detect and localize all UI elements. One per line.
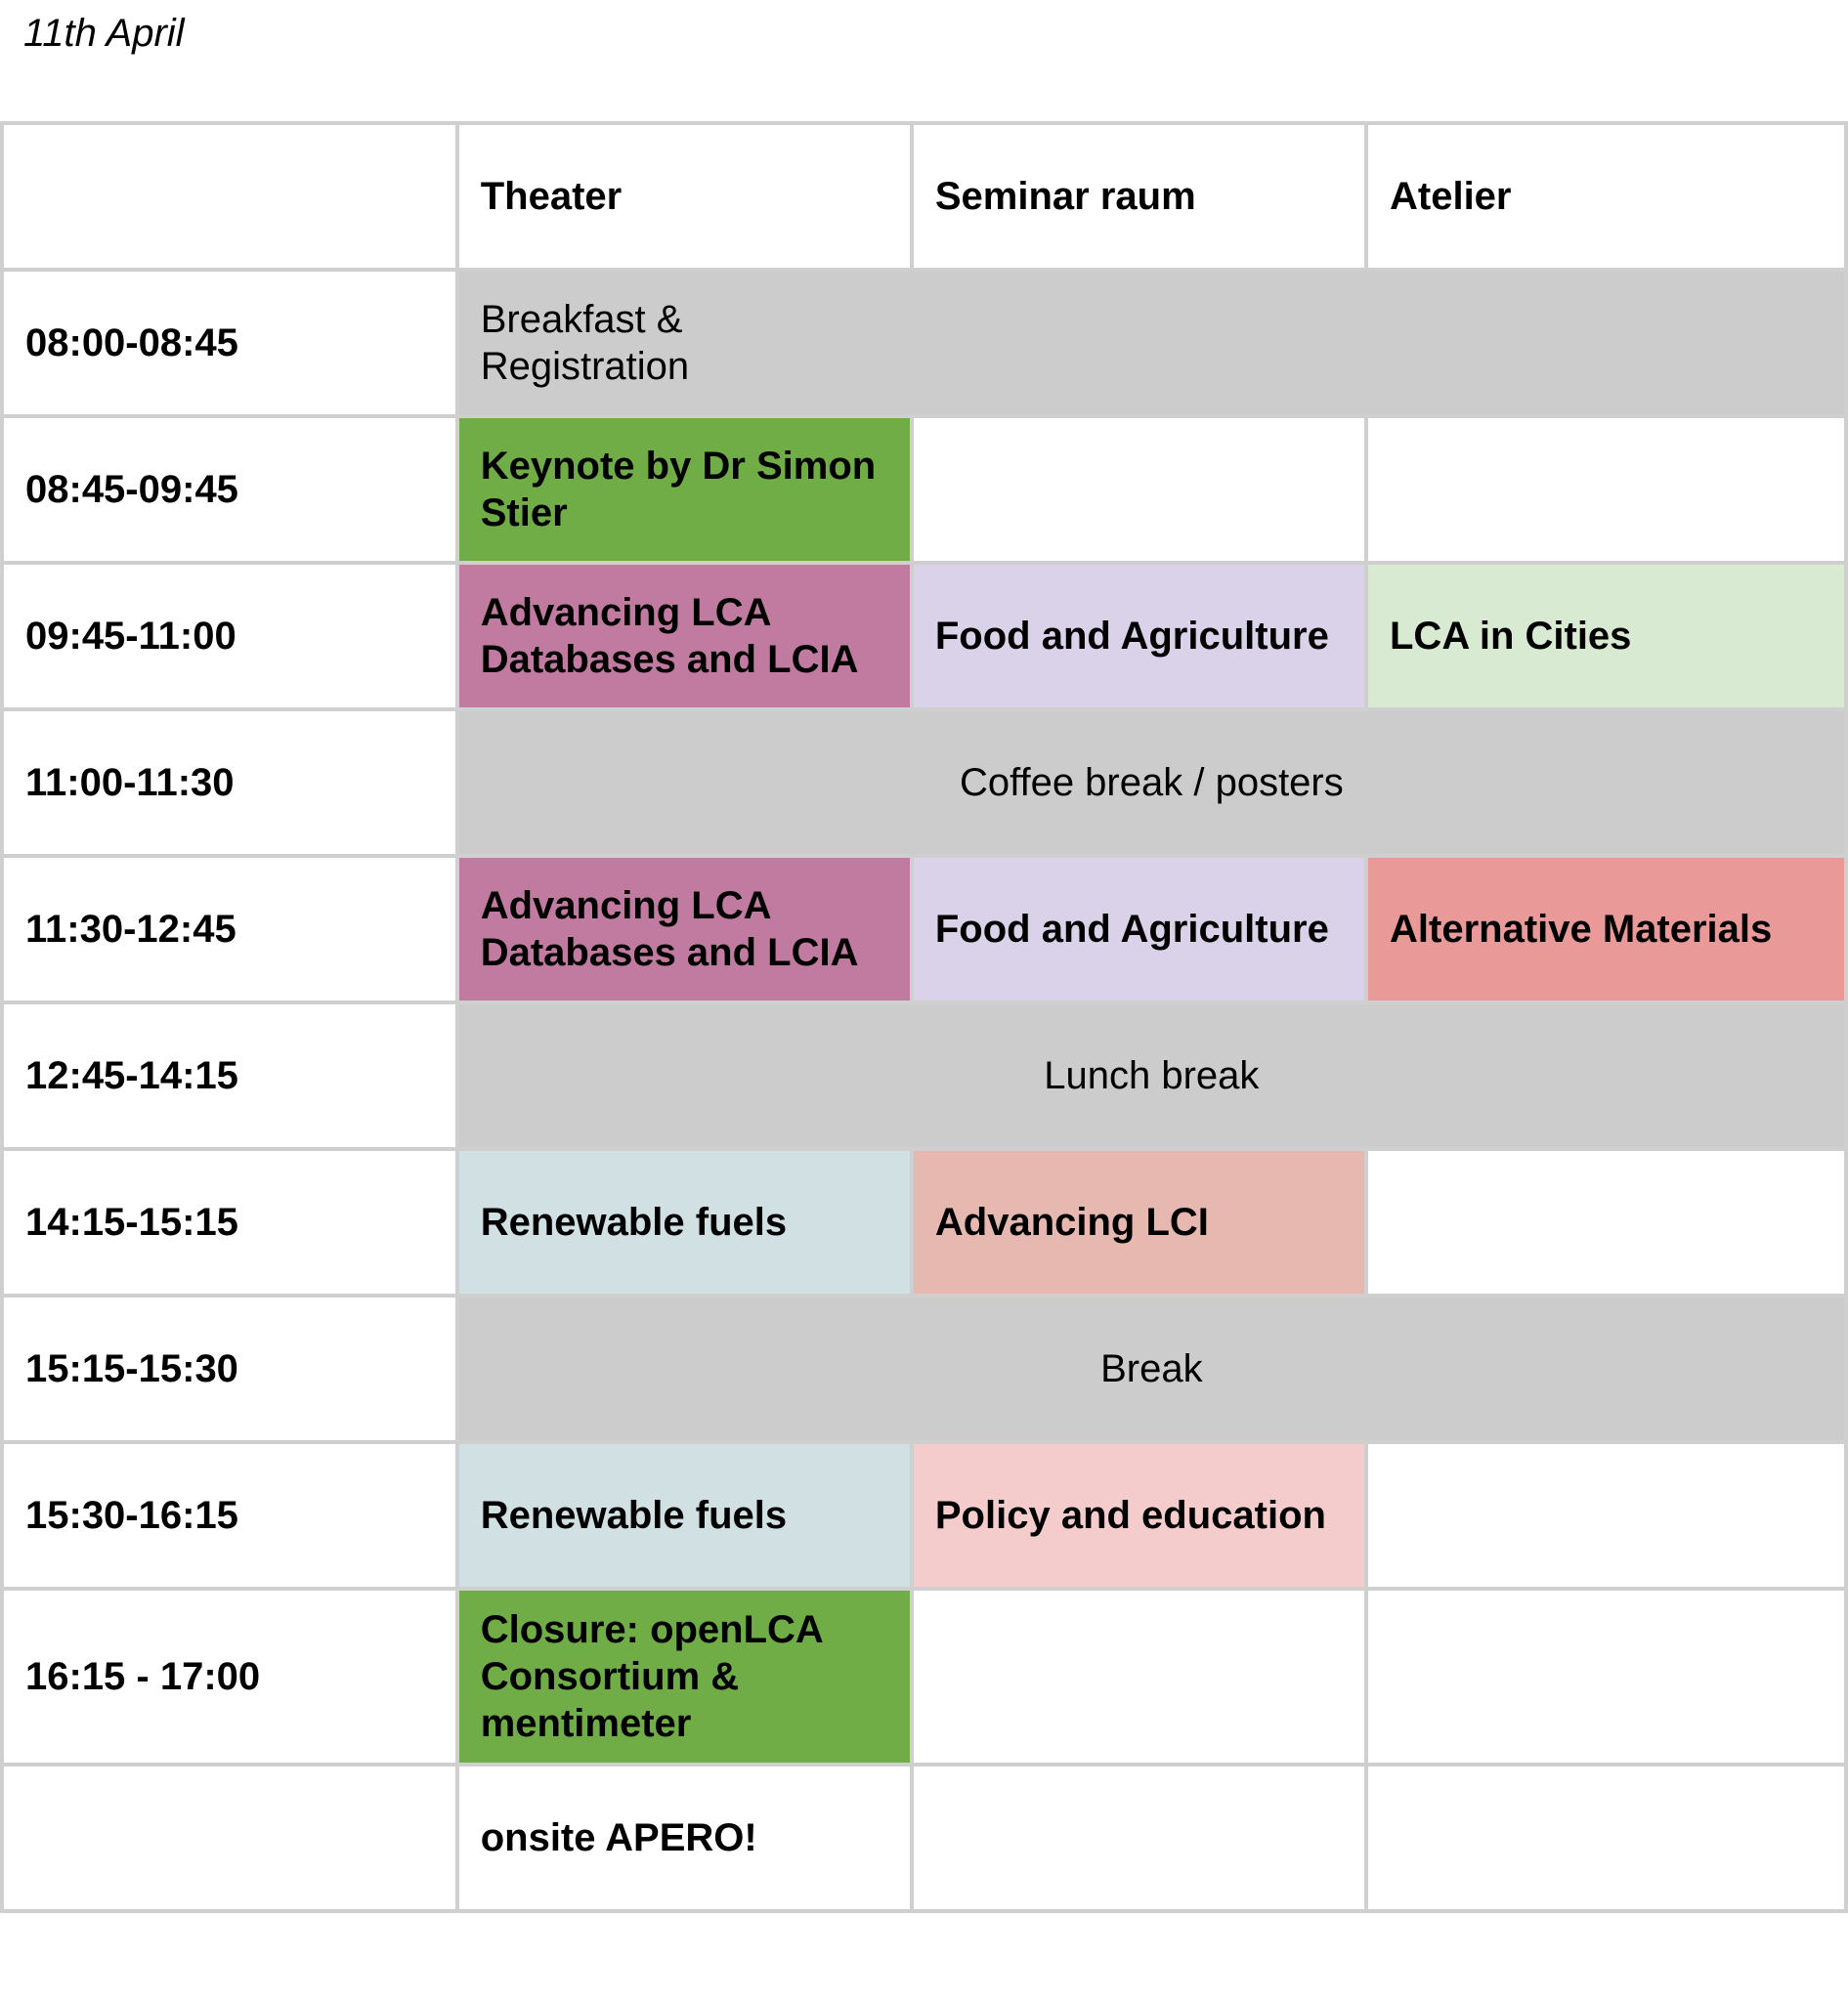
time-slot-cell: 09:45-11:00: [0, 561, 459, 711]
session-cell: Advancing LCI: [909, 1147, 1369, 1298]
spanning-event-cell: Lunch break: [454, 1000, 1848, 1151]
time-slot-cell: 12:45-14:15: [0, 1000, 459, 1151]
time-slot-cell: 08:45-09:45: [0, 414, 459, 565]
time-slot-cell: 15:15-15:30: [0, 1294, 459, 1444]
empty-cell: [909, 1587, 1369, 1767]
time-slot-cell: 16:15 - 17:00: [0, 1587, 459, 1767]
schedule-table: Theater Seminar raum Atelier 08:00-08:45…: [0, 121, 1848, 1913]
schedule-row: 11:30-12:45 Advancing LCA Databases and L…: [0, 854, 1848, 1004]
time-slot-cell: 11:00-11:30: [0, 707, 459, 858]
session-cell: Food and Agriculture: [909, 561, 1369, 711]
time-slot-cell: 11:30-12:45: [0, 854, 459, 1004]
session-cell: Renewable fuels: [454, 1440, 914, 1591]
spanning-event-cell: Breakfast & Registration: [454, 268, 1848, 418]
schedule-row: 14:15-15:15 Renewable fuels Advancing LCI: [0, 1147, 1848, 1298]
schedule-row: 12:45-14:15 Lunch break: [0, 1000, 1848, 1151]
session-cell: Keynote by Dr Simon Stier: [454, 414, 914, 565]
schedule-row: onsite APERO!: [0, 1763, 1848, 1913]
time-slot-cell: 14:15-15:15: [0, 1147, 459, 1298]
time-slot-cell: 08:00-08:45: [0, 268, 459, 418]
room-header-seminar-raum: Seminar raum: [909, 121, 1369, 272]
header-time-cell: [0, 121, 459, 272]
spanning-event-cell: Break: [454, 1294, 1848, 1444]
room-header-theater: Theater: [454, 121, 914, 272]
session-cell: Advancing LCA Databases and LCIA: [454, 561, 914, 711]
schedule-row: 15:15-15:30 Break: [0, 1294, 1848, 1444]
time-slot-cell: 15:30-16:15: [0, 1440, 459, 1591]
schedule-row: 15:30-16:15 Renewable fuels Policy and edu…: [0, 1440, 1848, 1591]
empty-cell: [1364, 1147, 1848, 1298]
header-row: Theater Seminar raum Atelier: [0, 121, 1848, 272]
session-cell: Food and Agriculture: [909, 854, 1369, 1004]
session-cell: onsite APERO!: [454, 1763, 914, 1913]
empty-cell: [1364, 414, 1848, 565]
spanning-event-cell: Coffee break / posters: [454, 707, 1848, 858]
schedule-row: 08:00-08:45 Breakfast & Registration: [0, 268, 1848, 418]
session-cell: Policy and education: [909, 1440, 1369, 1591]
empty-cell: [909, 1763, 1369, 1913]
empty-cell: [909, 414, 1369, 565]
date-label: 11th April: [23, 12, 185, 55]
schedule-row: 11:00-11:30 Coffee break / posters: [0, 707, 1848, 858]
schedule-row: 09:45-11:00 Advancing LCA Databases and L…: [0, 561, 1848, 711]
schedule-row: 08:45-09:45 Keynote by Dr Simon Stier: [0, 414, 1848, 565]
session-cell: LCA in Cities: [1364, 561, 1848, 711]
empty-cell: [1364, 1587, 1848, 1767]
empty-cell: [1364, 1763, 1848, 1913]
session-cell: Closure: openLCA Consortium & mentimeter: [454, 1587, 914, 1767]
session-cell: Advancing LCA Databases and LCIA: [454, 854, 914, 1004]
empty-cell: [1364, 1440, 1848, 1591]
session-cell: Alternative Materials: [1364, 854, 1848, 1004]
session-cell: Renewable fuels: [454, 1147, 914, 1298]
schedule-row: 16:15 - 17:00 Closure: openLCA Consortium…: [0, 1587, 1848, 1767]
room-header-atelier: Atelier: [1364, 121, 1848, 272]
time-slot-cell: [0, 1763, 459, 1913]
